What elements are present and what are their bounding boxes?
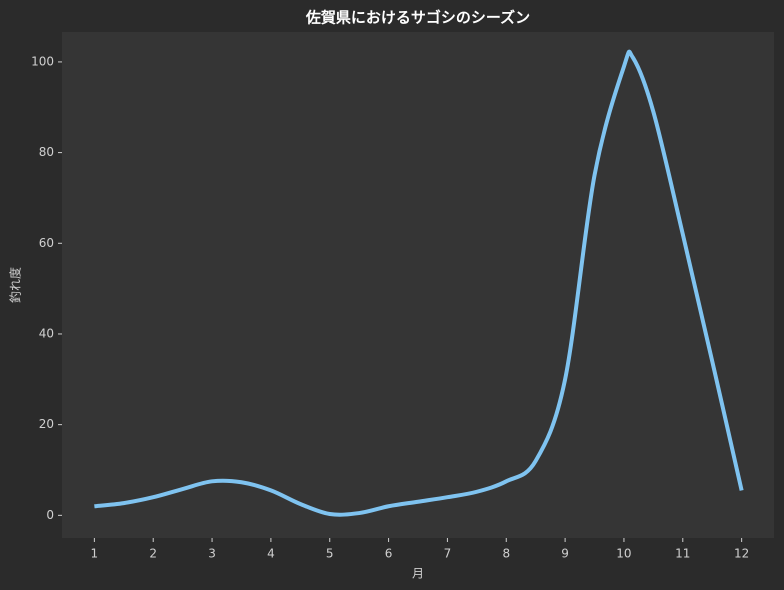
x-tick-label: 1 <box>91 547 99 561</box>
chart-title: 佐賀県におけるサゴシのシーズン <box>305 9 530 27</box>
y-tick-label: 40 <box>39 326 54 340</box>
x-tick-label: 8 <box>502 547 510 561</box>
x-tick-label: 11 <box>675 547 690 561</box>
x-tick-label: 6 <box>385 547 393 561</box>
x-tick-label: 7 <box>444 547 452 561</box>
y-tick-label: 80 <box>39 145 54 159</box>
x-axis-label: 月 <box>412 567 424 581</box>
plot-area <box>62 32 774 538</box>
y-tick-label: 20 <box>39 417 54 431</box>
x-tick-label: 3 <box>208 547 216 561</box>
y-tick-label: 60 <box>39 236 54 250</box>
line-series <box>94 49 744 517</box>
x-tick-label: 10 <box>616 547 631 561</box>
x-tick-label: 12 <box>734 547 749 561</box>
y-tick-label: 100 <box>31 54 54 68</box>
x-tick-label: 5 <box>326 547 334 561</box>
x-tick-label: 2 <box>149 547 157 561</box>
x-tick-label: 4 <box>267 547 275 561</box>
y-tick-label: 0 <box>46 508 54 522</box>
y-axis-label: 釣れ度 <box>8 267 23 303</box>
x-tick-label: 9 <box>561 547 569 561</box>
